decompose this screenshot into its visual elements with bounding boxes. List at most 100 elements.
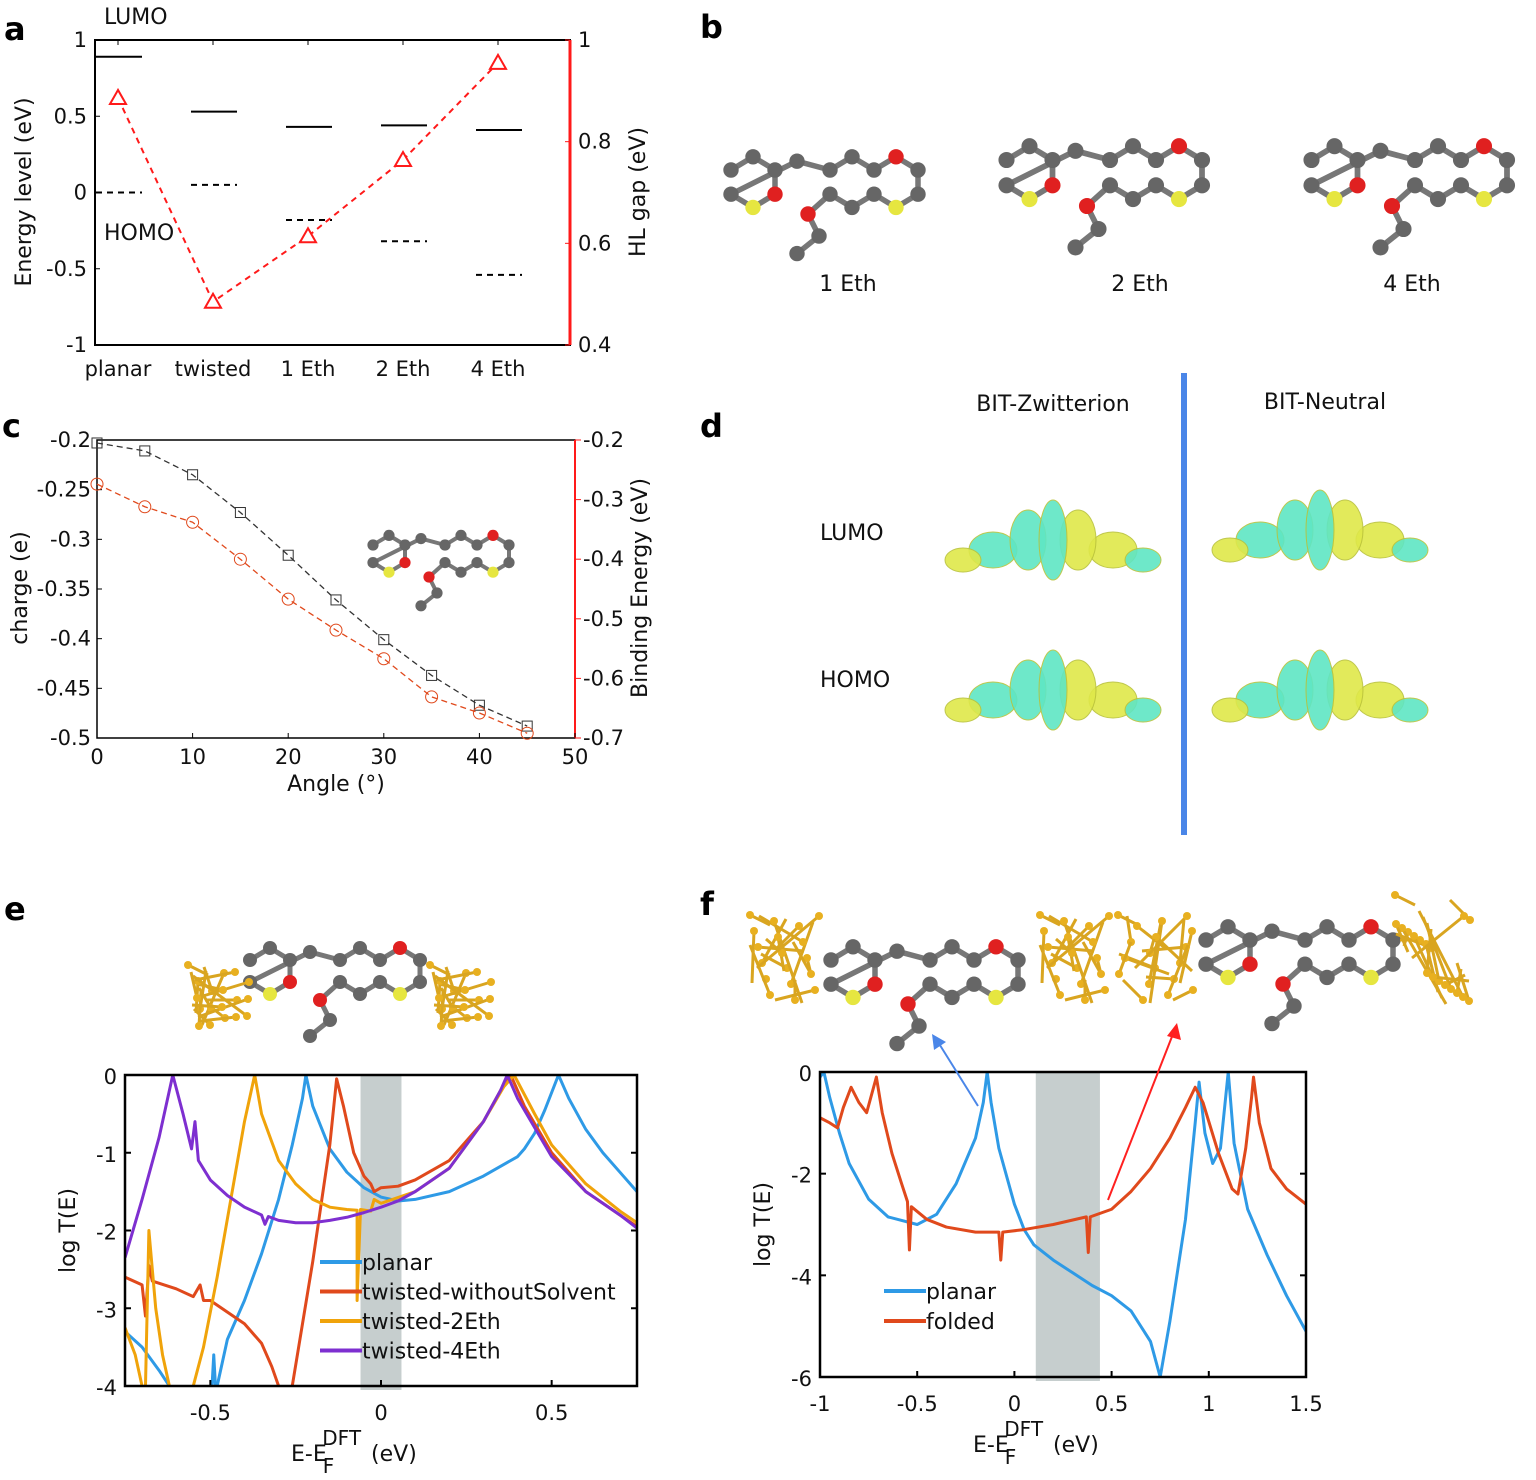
- atom: [373, 953, 387, 967]
- atom: [1198, 956, 1214, 972]
- atom: [767, 162, 783, 178]
- orbital-lobe: [1124, 697, 1162, 723]
- charge-marker: [91, 437, 103, 449]
- gold-atom: [1097, 970, 1105, 978]
- structure-label-4-eth: 4 Eth: [1383, 272, 1440, 297]
- atom: [888, 149, 904, 165]
- gold-atom: [1044, 943, 1052, 951]
- atom: [1326, 191, 1343, 208]
- atom: [844, 199, 860, 216]
- gold-atom: [426, 961, 434, 969]
- molecule-4-eth: [1303, 138, 1516, 256]
- atom: [455, 529, 467, 541]
- column-label-neutral: BIT-Neutral: [1264, 390, 1386, 415]
- charge-marker: [426, 669, 438, 681]
- atom: [1349, 177, 1366, 194]
- gold-atom: [774, 933, 782, 941]
- atom: [1044, 151, 1061, 169]
- molecule-2-eth: [998, 138, 1211, 256]
- gold-atom: [1466, 916, 1474, 924]
- atom: [1498, 177, 1516, 194]
- gold-atom: [803, 954, 811, 962]
- atom: [1303, 177, 1320, 194]
- structure-label-2-eth: 2 Eth: [1111, 272, 1168, 297]
- charge-line: [96, 442, 528, 727]
- atom: [303, 1029, 317, 1043]
- series-planar: [210, 1353, 217, 1386]
- atom: [889, 943, 905, 959]
- gold-atom: [1441, 981, 1449, 989]
- gold-bond: [1148, 920, 1164, 1004]
- gold-bond: [789, 921, 815, 985]
- series-twisted-2Eth: [191, 1075, 637, 1386]
- gold-bond: [436, 970, 478, 982]
- gold-bond: [748, 944, 772, 996]
- orbital-lobe: [1305, 649, 1335, 731]
- y-tick-label: -1: [96, 1143, 117, 1167]
- gold-bond: [1048, 914, 1094, 944]
- atom: [323, 1013, 337, 1027]
- gold-atom: [807, 970, 815, 978]
- gold-bond: [1040, 930, 1046, 984]
- y-right-tick-label: -0.4: [583, 547, 624, 571]
- atom: [1193, 177, 1211, 194]
- atom: [303, 945, 317, 959]
- atom: [431, 587, 443, 599]
- gold-atom: [1410, 932, 1418, 940]
- chart-a: -1 -0.5 0 0.5 1 0.4 0.6 0.8 1 planar twisted 1 Eth 2…: [12, 5, 651, 381]
- gold-atom: [778, 949, 786, 957]
- gold-atom: [206, 1021, 214, 1029]
- atom: [1429, 191, 1447, 208]
- gold-atom: [811, 986, 819, 994]
- gold-bond: [1046, 914, 1110, 970]
- y-tick-label: -2: [96, 1221, 117, 1245]
- gold-atom: [1114, 911, 1122, 919]
- structure-label-1-eth: 1 Eth: [819, 272, 876, 297]
- gold-atom: [799, 938, 807, 946]
- y-tick-label: -0.4: [50, 627, 91, 651]
- gold-bond: [1178, 930, 1194, 984]
- orbital-lobe: [1391, 537, 1429, 563]
- series-planar: [125, 1330, 171, 1386]
- gold-atom: [1081, 996, 1089, 1004]
- homo-annotation: HOMO: [104, 221, 174, 246]
- atom: [1475, 138, 1493, 155]
- atom: [1498, 151, 1516, 169]
- y-tick-label: 0.5: [54, 104, 87, 128]
- chart-c: 0 10 20 30 40 50 -0.5 -0.45 -0.4 -0.35 -0.3 -0.25 -0…: [8, 428, 653, 797]
- x-tick-label: 0: [1008, 1392, 1021, 1416]
- gold-atom: [1133, 922, 1141, 930]
- atom: [283, 975, 297, 989]
- gold-atom: [766, 991, 774, 999]
- gold-bond: [1124, 956, 1170, 976]
- gold-atom: [195, 1022, 203, 1030]
- orbital-lobe: [944, 547, 982, 573]
- plot-frame: [96, 439, 576, 739]
- atom: [439, 539, 451, 551]
- x-tick-label: 40: [466, 745, 493, 769]
- binding-energy-marker: [377, 652, 391, 666]
- gold-atom: [1068, 949, 1076, 957]
- gold-atom: [1139, 996, 1147, 1004]
- plot-frame: [94, 39, 571, 346]
- binding-energy-marker: [472, 706, 486, 720]
- x-axis-label: E-EF DFT (eV): [973, 1417, 1099, 1469]
- lumo-annotation: LUMO: [104, 5, 168, 30]
- x-axis-label-xlabel_sup: DFT: [1004, 1417, 1044, 1441]
- x-tick-label: 0: [90, 745, 103, 769]
- atom: [1067, 142, 1084, 159]
- atom: [503, 557, 515, 569]
- gold-atom: [1060, 917, 1068, 925]
- chart-e: -0.5 0 0.5 -4 -3 -2 -1 0 E-EF DFT (eV) log T(E) plan…: [56, 1065, 639, 1478]
- atom: [1264, 923, 1280, 939]
- gold-atom: [1392, 920, 1400, 928]
- gold-bond: [1145, 975, 1175, 981]
- gold-bond: [1166, 944, 1190, 996]
- x-tick-label: 2 Eth: [376, 357, 431, 381]
- folded-arrowhead: [1167, 1023, 1181, 1040]
- x-tick-label: 50: [562, 745, 589, 769]
- atom: [471, 539, 483, 551]
- y-axis-label: log T(E): [751, 1182, 776, 1267]
- atom: [988, 989, 1004, 1006]
- y-tick-label: -3: [96, 1298, 117, 1322]
